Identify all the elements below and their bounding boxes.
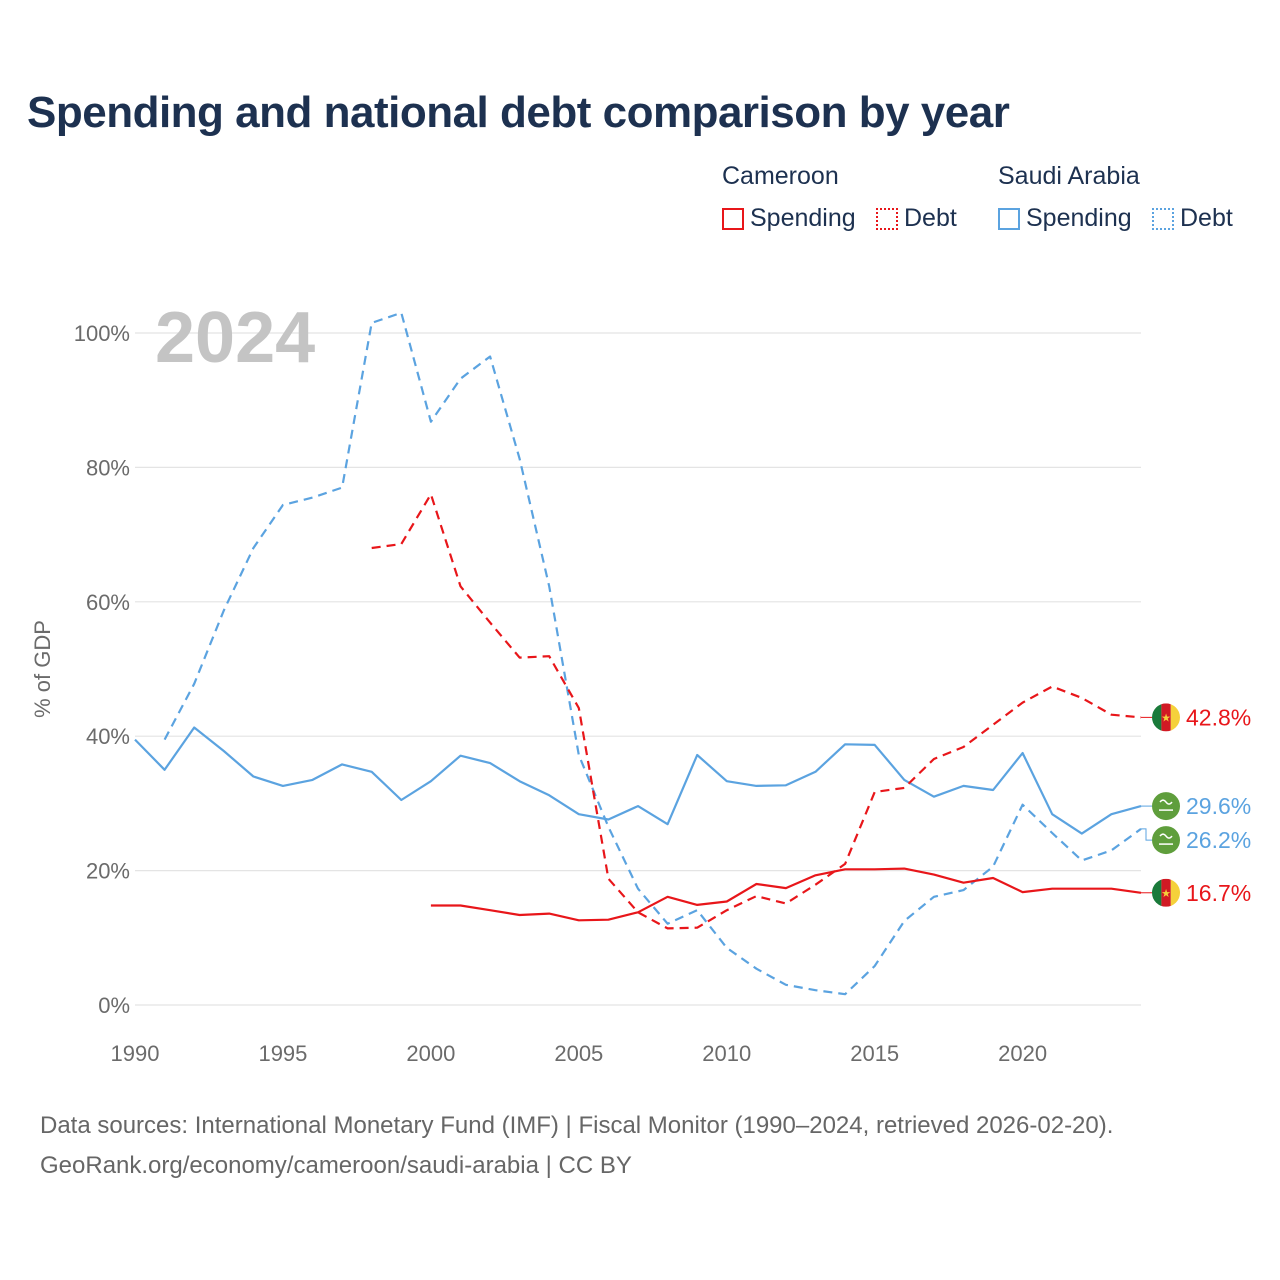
- footer: Data sources: International Monetary Fun…: [40, 1106, 1113, 1186]
- x-tick-label: 1995: [258, 1041, 307, 1066]
- x-tick-label: 2000: [406, 1041, 455, 1066]
- x-tick-label: 2020: [998, 1041, 1047, 1066]
- gridlines: [135, 332, 1141, 1006]
- x-tick-label: 1990: [111, 1041, 160, 1066]
- y-tick-label: 20%: [86, 859, 130, 884]
- legend-item-cameroon-debt[interactable]: Debt: [876, 204, 957, 233]
- legend-label: Debt: [904, 204, 957, 232]
- series-line-saudi-arabia-debt: [163, 311, 1142, 996]
- legend-swatch-solid-blue: [998, 207, 1020, 230]
- saudi-arabia-flag-icon: [1152, 826, 1180, 855]
- series-line-cameroon-spending: [430, 867, 1142, 922]
- x-tick-label: 2005: [554, 1041, 603, 1066]
- series-lines: [134, 311, 1142, 996]
- legend-item-cameroon-spending[interactable]: Spending: [722, 204, 856, 233]
- y-tick-label: 80%: [86, 455, 130, 480]
- x-tick-label: 2015: [850, 1041, 899, 1066]
- year-label: 2024: [155, 298, 315, 378]
- x-tick-label: 2010: [702, 1041, 751, 1066]
- y-tick-label: 0%: [98, 993, 130, 1018]
- legend-label: Spending: [750, 204, 856, 232]
- saudi-arabia-flag-icon: [1152, 792, 1180, 821]
- footer-sources: Data sources: International Monetary Fun…: [40, 1112, 1114, 1139]
- end-value-label: 16.7%: [1186, 880, 1251, 906]
- y-axis-label: % of GDP: [30, 620, 55, 718]
- series-line-saudi-arabia-spending: [134, 726, 1142, 835]
- axes: 0% 20% 40% 60% 80% 100% 1990 1995 2000 2005 2010 20…: [30, 321, 1047, 1066]
- svg-text:★: ★: [1161, 887, 1171, 900]
- y-tick-label: 100%: [74, 321, 130, 346]
- end-value-label: 42.8%: [1186, 704, 1251, 730]
- svg-text:★: ★: [1161, 711, 1171, 724]
- line-chart: 2024 0% 20% 40% 60% 80% 100% 1990 1995 2000 2005 2…: [30, 298, 1251, 1066]
- legend-swatch-dotted-blue: [1152, 207, 1174, 230]
- legend-swatch-dotted-red: [876, 207, 898, 230]
- legend-label: Debt: [1180, 204, 1233, 232]
- legend-item-saudi-debt[interactable]: Debt: [1152, 204, 1233, 233]
- end-label-leader: [1141, 828, 1152, 841]
- legend-country-saudi-arabia: Saudi Arabia: [998, 162, 1140, 190]
- cameroon-flag-icon: ★: [1152, 703, 1180, 732]
- end-value-label: 29.6%: [1186, 793, 1251, 819]
- cameroon-flag-icon: ★: [1152, 878, 1180, 907]
- legend-country-cameroon: Cameroon: [722, 162, 839, 190]
- y-tick-label: 60%: [86, 590, 130, 615]
- series-line-cameroon-debt: [371, 493, 1142, 930]
- legend-item-saudi-spending[interactable]: Spending: [998, 204, 1132, 233]
- footer-link[interactable]: GeoRank.org/economy/cameroon/saudi-arabi…: [40, 1152, 632, 1179]
- y-tick-label: 40%: [86, 724, 130, 749]
- legend-swatch-solid-red: [722, 207, 744, 230]
- end-labels: ★ 42.8% 29.6% 26.2% ★ 16.7%: [1141, 703, 1251, 907]
- page-title: Spending and national debt comparison by…: [27, 88, 1010, 137]
- legend-label: Spending: [1026, 204, 1132, 232]
- end-value-label: 26.2%: [1186, 827, 1251, 853]
